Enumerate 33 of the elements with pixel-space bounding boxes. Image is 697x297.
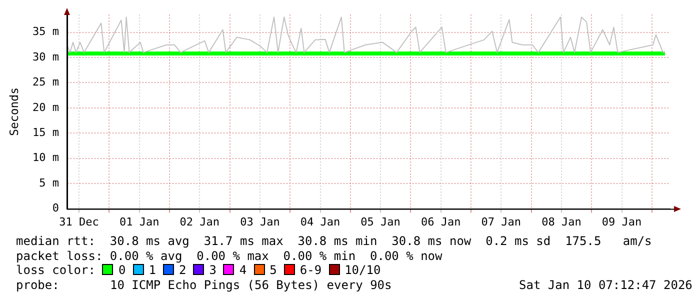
text: loss color: (16, 263, 96, 278)
y-tick-label: 10 m (32, 151, 60, 164)
text: Sat Jan 10 07:12:47 2026 (519, 278, 692, 292)
text: 2 (178, 263, 186, 278)
text: 10 ICMP Echo Pings (56 Bytes) every 90s (110, 278, 392, 292)
x-tick-label: 08 Jan (542, 215, 582, 228)
text: 3 (209, 263, 216, 278)
text: median rtt: 30.8 ms avg 31.7 ms max 30.8 ms min 30.8 ms now 0.2 ms sd 175.5 am/s (16, 234, 652, 248)
y-tick-label: 15 m (32, 126, 60, 139)
x-tick-label: 06 Jan (420, 215, 461, 228)
text: 4 (239, 263, 247, 278)
x-tick-label: 05 Jan (360, 215, 400, 228)
x-tick-label: 04 Jan (300, 215, 340, 228)
x-tick-label: 03 Jan (240, 215, 280, 228)
x-tick-label: 01 Jan (119, 215, 160, 228)
y-tick-label: 35 m (32, 25, 60, 38)
x-tick-label: 09 Jan (602, 215, 642, 228)
text: 5 (270, 263, 277, 278)
text: probe: (16, 278, 60, 292)
y-tick-label: 0 (52, 202, 59, 215)
text: 10/10 (344, 263, 381, 278)
x-tick-label: 02 Jan (180, 215, 220, 228)
y-tick-label: 20 m (32, 100, 60, 114)
x-tick-label: 31 Dec (59, 215, 99, 228)
x-tick-label: 07 Jan (481, 215, 522, 228)
y-tick-label: 25 m (32, 76, 60, 89)
text: 0 (118, 263, 126, 278)
y-tick-label: 5 m (39, 176, 60, 190)
text: 6-9 (300, 263, 322, 278)
text: 1 (148, 263, 156, 278)
y-tick-label: 30 m (32, 50, 60, 64)
text: packet loss: 0.00 % avg 0.00 % max 0.00 % min 0.00 % now (16, 248, 444, 263)
y-axis-title: Seconds (6, 87, 21, 136)
